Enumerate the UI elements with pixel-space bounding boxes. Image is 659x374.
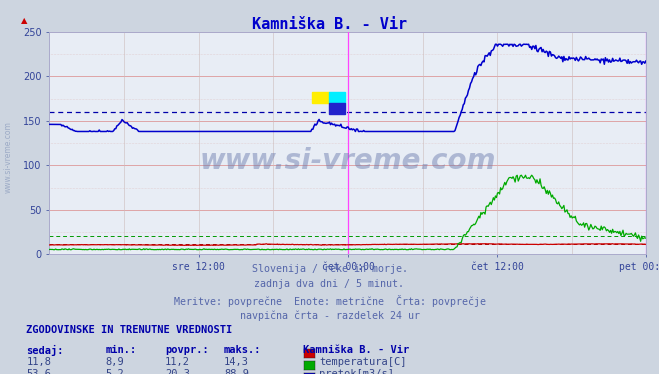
Text: temperatura[C]: temperatura[C] <box>319 357 407 367</box>
Text: ▲: ▲ <box>21 16 28 25</box>
Text: min.:: min.: <box>105 345 136 355</box>
Text: 53,6: 53,6 <box>26 369 51 374</box>
Text: sedaj:: sedaj: <box>26 345 64 356</box>
Text: Slovenija / reke in morje.: Slovenija / reke in morje. <box>252 264 407 274</box>
Text: navpična črta - razdelek 24 ur: navpična črta - razdelek 24 ur <box>239 311 420 321</box>
Text: 5,2: 5,2 <box>105 369 124 374</box>
Bar <box>312 92 329 103</box>
Text: www.si-vreme.com: www.si-vreme.com <box>200 147 496 175</box>
Text: 14,3: 14,3 <box>224 357 249 367</box>
Text: 88,9: 88,9 <box>224 369 249 374</box>
Text: www.si-vreme.com: www.si-vreme.com <box>3 121 13 193</box>
Text: 20,3: 20,3 <box>165 369 190 374</box>
Text: 11,8: 11,8 <box>26 357 51 367</box>
Bar <box>329 92 345 103</box>
Text: Kamniška B. - Vir: Kamniška B. - Vir <box>303 345 409 355</box>
Text: ZGODOVINSKE IN TRENUTNE VREDNOSTI: ZGODOVINSKE IN TRENUTNE VREDNOSTI <box>26 325 233 335</box>
Text: Meritve: povprečne  Enote: metrične  Črta: povprečje: Meritve: povprečne Enote: metrične Črta:… <box>173 295 486 307</box>
Text: 11,2: 11,2 <box>165 357 190 367</box>
Text: pretok[m3/s]: pretok[m3/s] <box>319 369 394 374</box>
Text: 8,9: 8,9 <box>105 357 124 367</box>
Text: zadnja dva dni / 5 minut.: zadnja dva dni / 5 minut. <box>254 279 405 289</box>
Text: povpr.:: povpr.: <box>165 345 208 355</box>
Text: maks.:: maks.: <box>224 345 262 355</box>
Text: Kamniška B. - Vir: Kamniška B. - Vir <box>252 17 407 32</box>
Bar <box>329 103 345 114</box>
